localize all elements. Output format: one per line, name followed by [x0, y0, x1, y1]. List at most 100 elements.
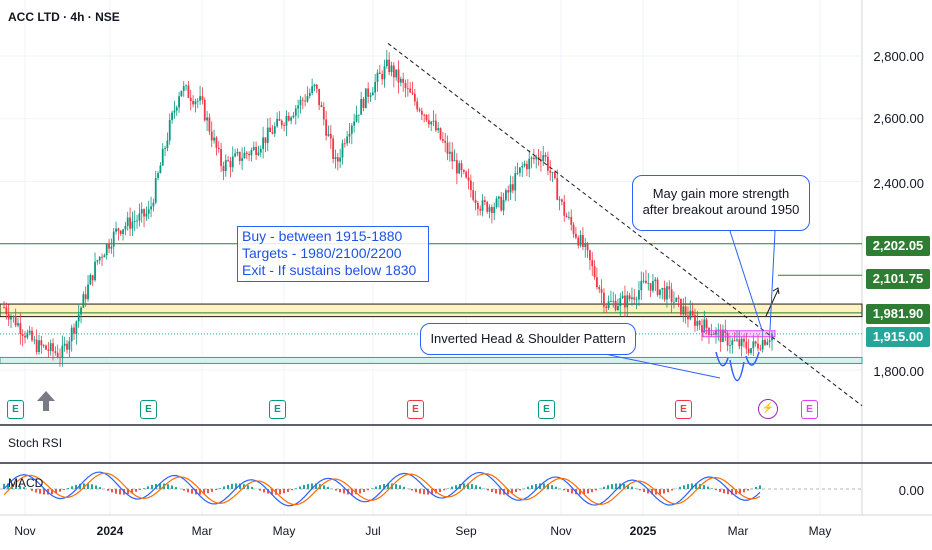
x-tick-nov-23: Nov: [14, 524, 36, 538]
candle-body: [220, 149, 222, 166]
candle-body: [638, 290, 640, 300]
descending-trendline: [387, 43, 863, 407]
candle-body: [381, 73, 384, 80]
macd-hist-bar: [695, 483, 697, 489]
macd-hist-bar: [375, 486, 377, 489]
macd-hist-bar: [263, 489, 265, 493]
candle-body: [677, 297, 680, 299]
candle-body: [129, 217, 131, 229]
candle-body: [171, 112, 173, 121]
earnings-badge-upcoming[interactable]: E: [801, 400, 818, 419]
candle-body: [336, 157, 339, 162]
candle-body: [133, 221, 136, 222]
candle-body: [283, 125, 286, 127]
candle-body: [642, 280, 645, 282]
macd-hist-bar: [555, 486, 557, 489]
candle-body: [40, 340, 43, 346]
x-tick-nov-24: Nov: [550, 524, 572, 538]
macd-hist-bar: [55, 489, 57, 494]
candle-body: [187, 85, 190, 98]
macd-hist-bar: [431, 489, 433, 495]
candle-body: [178, 96, 180, 108]
candle-body: [7, 314, 10, 320]
candle-body: [479, 208, 482, 211]
candle-body: [495, 198, 498, 208]
price-badge-1981: 1,981.90: [866, 304, 930, 324]
candle-body: [577, 237, 580, 246]
earnings-badge-6[interactable]: E: [675, 400, 692, 419]
candle-body: [689, 310, 692, 320]
macd-hist-bar: [579, 489, 581, 495]
macd-hist-bar: [155, 483, 157, 489]
candle-body: [348, 133, 351, 137]
strength-callout: May gain more strength after breakout ar…: [632, 175, 810, 231]
candle-body: [350, 125, 353, 134]
breakout-arrow: [765, 289, 779, 317]
candle-body: [360, 98, 363, 115]
macd-hist-bar: [355, 489, 357, 495]
candle-body: [437, 128, 440, 131]
earnings-badge-1[interactable]: E: [7, 400, 24, 419]
candle-body: [586, 243, 589, 251]
candle-body: [579, 235, 582, 246]
candle-body: [747, 348, 750, 353]
macd-hist-bar: [311, 483, 313, 489]
candle-body: [402, 78, 405, 83]
candle-body: [500, 196, 503, 211]
candle-body: [532, 157, 535, 160]
candle-body: [502, 199, 505, 211]
trendline: [387, 43, 863, 407]
candle-body: [614, 300, 617, 311]
split-arrow-icon[interactable]: [36, 390, 56, 412]
candle-body: [19, 323, 22, 335]
candle-body: [703, 319, 706, 333]
macd-hist-bar: [223, 486, 225, 489]
candle-body: [404, 82, 407, 89]
macd-hist-bar: [403, 486, 405, 489]
dividend-lightning-icon[interactable]: ⚡: [758, 399, 778, 419]
earnings-badge-5[interactable]: E: [538, 400, 555, 419]
candle-body: [70, 327, 73, 342]
candle-body: [252, 146, 255, 150]
candle-body: [544, 155, 547, 157]
candle-body: [558, 199, 561, 201]
macd-hist-bar: [63, 489, 65, 490]
macd-hist-bar: [563, 489, 565, 491]
candle-body: [292, 115, 295, 118]
candle-body: [227, 160, 229, 162]
candle-body: [635, 299, 638, 301]
candle-body: [357, 114, 360, 116]
candle-body: [652, 281, 654, 291]
macd-hist-bar: [71, 486, 73, 489]
macd-hist-bar: [363, 489, 365, 492]
candle-body: [304, 100, 307, 102]
candle-body: [458, 163, 461, 174]
earnings-badge-3[interactable]: E: [269, 400, 286, 419]
macd-hist-bar: [467, 483, 469, 489]
macd-hist-bar: [739, 489, 741, 494]
candle-body: [238, 151, 241, 161]
macd-hist-bar: [323, 485, 325, 489]
macd-hist-bar: [187, 489, 189, 493]
macd-hist-bar: [283, 489, 285, 494]
macd-hist-bar: [15, 484, 17, 489]
macd-hist-bar: [139, 489, 141, 491]
candle-body: [514, 173, 517, 191]
candle-body: [528, 158, 531, 170]
candle-body: [168, 120, 171, 141]
candle-body: [208, 117, 211, 132]
candle-body: [628, 295, 631, 299]
candle-body: [598, 287, 601, 290]
pane-dividers: [0, 424, 932, 464]
macd-hist-bar: [735, 489, 737, 495]
candle-body: [215, 137, 218, 148]
candle-body: [63, 343, 66, 346]
earnings-badge-4[interactable]: E: [407, 400, 424, 419]
macd-hist-bar: [531, 485, 533, 489]
y-tick-2400: 2,400.00: [873, 176, 924, 191]
candle-body: [35, 339, 38, 353]
candle-body: [31, 330, 33, 341]
candle-body: [164, 147, 166, 149]
candle-body: [339, 157, 342, 162]
earnings-badge-2[interactable]: E: [140, 400, 157, 419]
